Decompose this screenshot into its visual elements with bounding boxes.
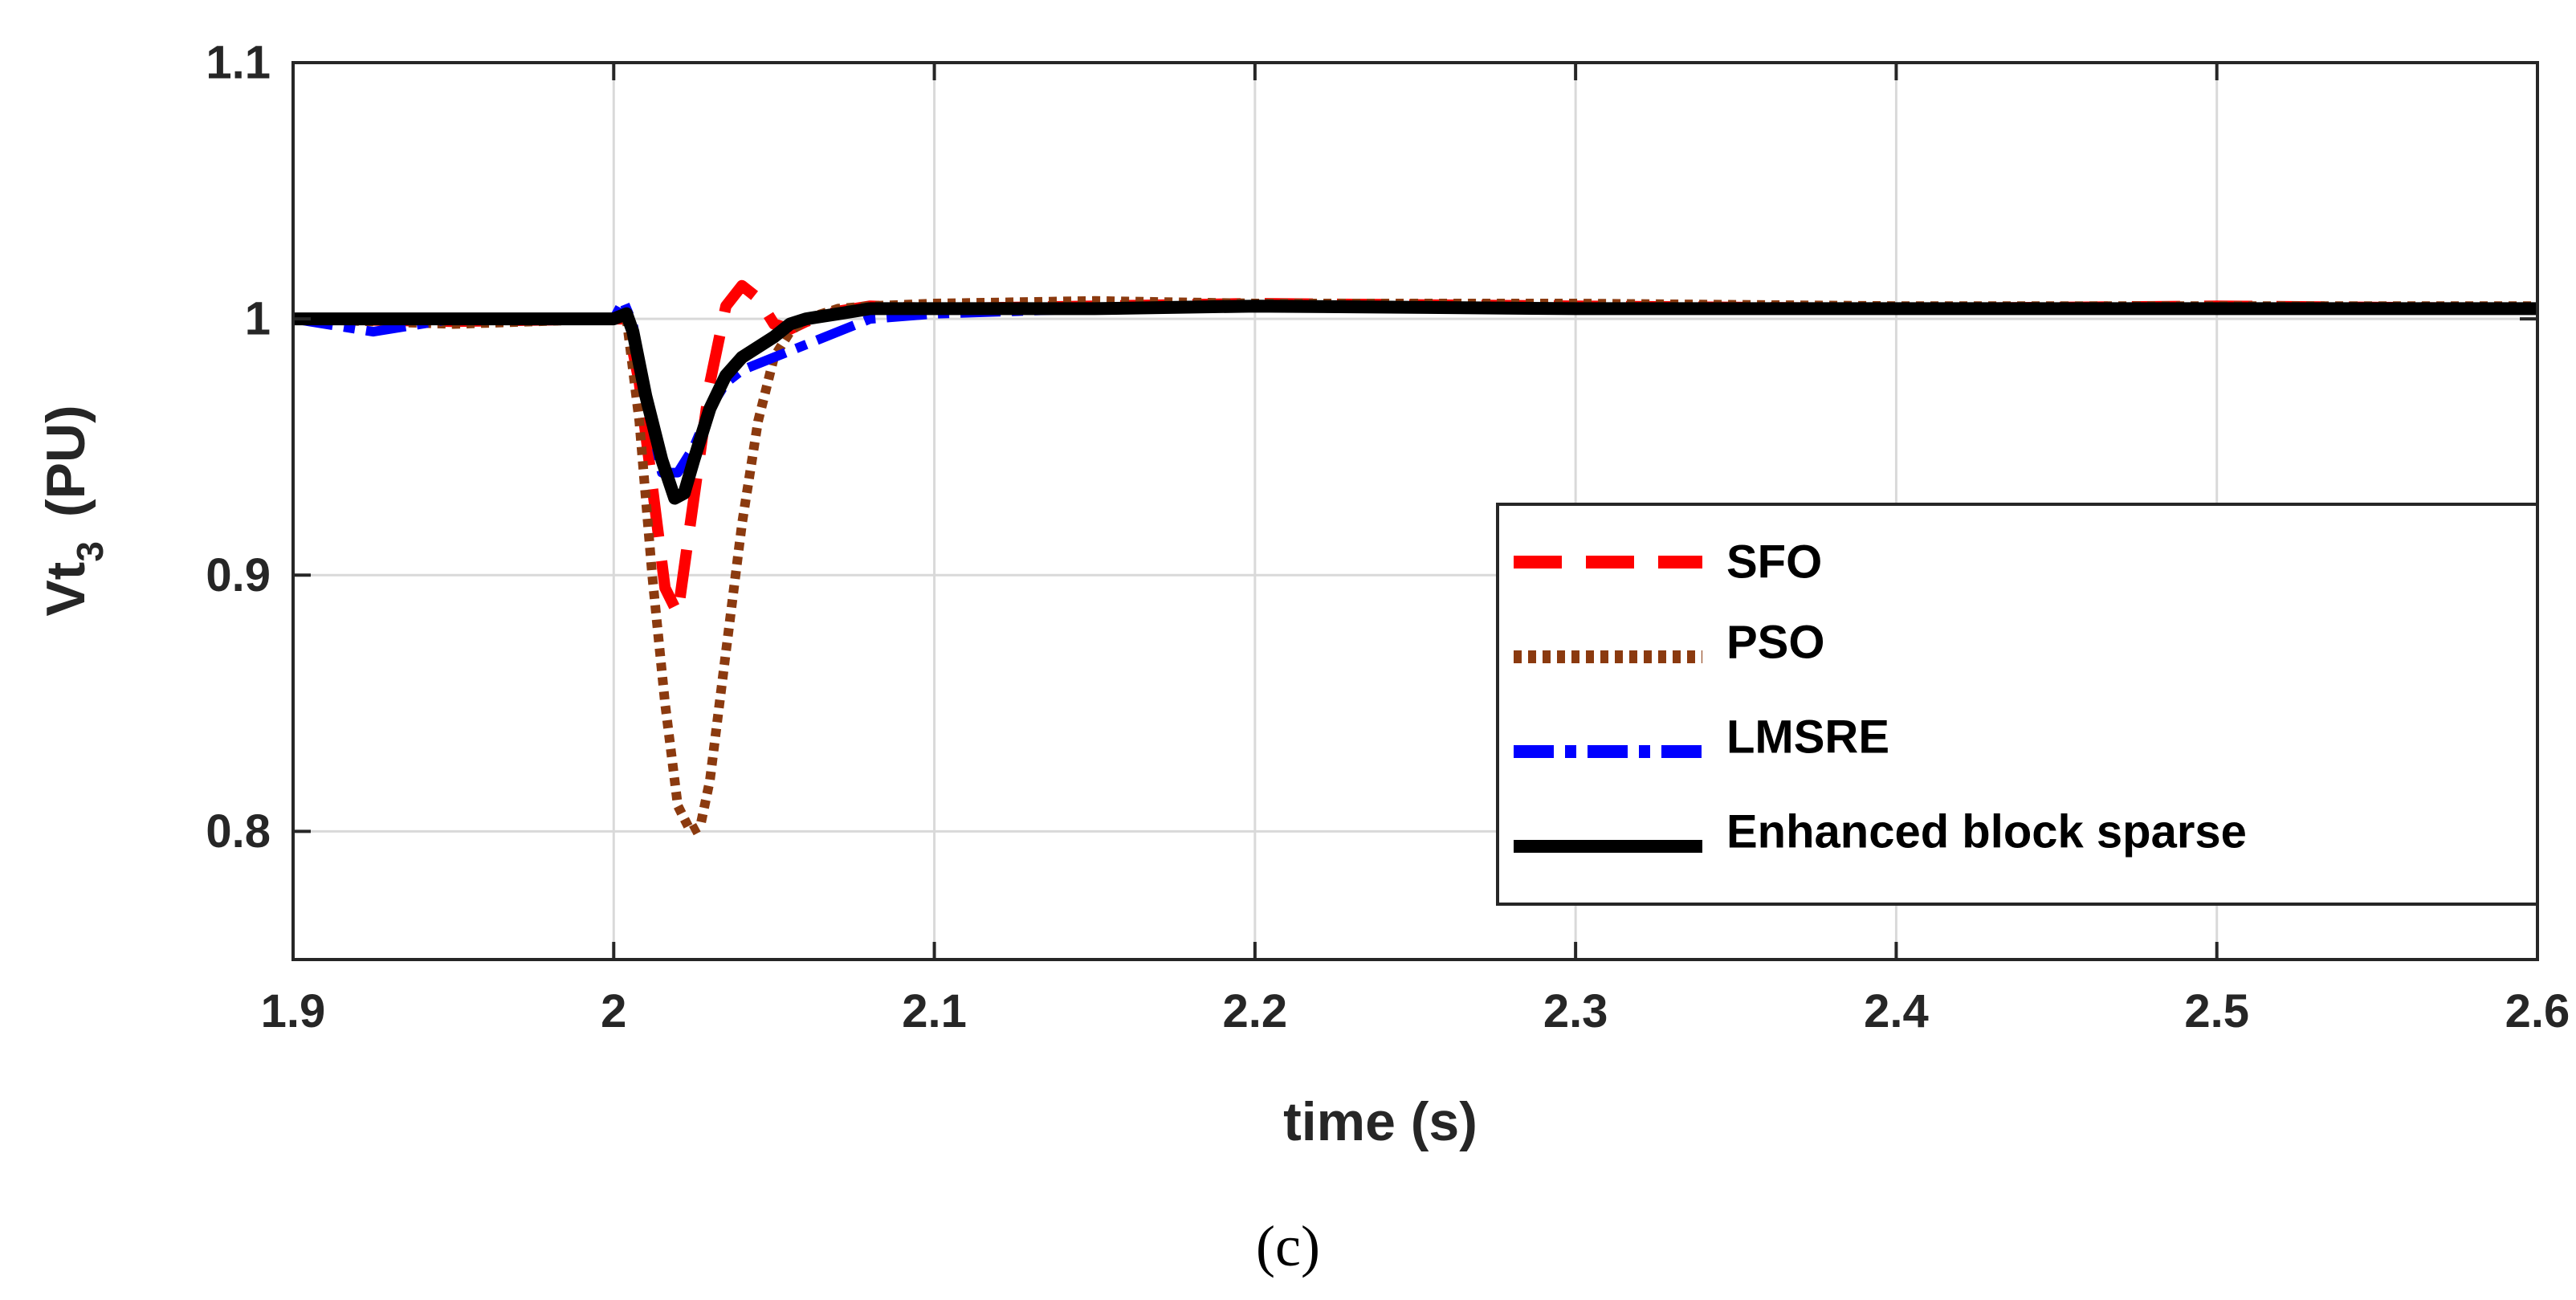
series-lines: [292, 279, 2538, 837]
legend-box: [1496, 503, 2539, 906]
y-axis-title-unit: (PU): [35, 405, 96, 517]
y-tick-label: 0.9: [206, 549, 271, 601]
y-tick-label: 0.8: [206, 805, 271, 858]
x-tick-label: 2.1: [902, 985, 967, 1037]
x-tick-label: 2: [601, 985, 626, 1037]
y-tick-label: 1.1: [206, 37, 271, 89]
x-tick-label: 2.3: [1543, 985, 1608, 1037]
y-tick-label: 1: [245, 293, 271, 345]
legend-label-pso: PSO: [1726, 617, 1825, 669]
x-tick-label: 2.4: [1864, 985, 1929, 1037]
figure-caption: (c): [1256, 1214, 1320, 1278]
svg-text:Vt3(PU): Vt3 (PU): [35, 405, 111, 616]
y-axis-title: Vt3 (PU): [35, 405, 111, 616]
y-axis-title-main: Vt: [35, 562, 96, 617]
x-tick-label: 2.2: [1223, 985, 1288, 1037]
x-tick-label: 2.5: [2184, 985, 2249, 1037]
y-axis-title-subscript: 3: [69, 541, 111, 562]
series-line-enhanced-block-sparse: [293, 300, 2537, 505]
x-tick-label: 1.9: [261, 985, 326, 1037]
x-tick-label: 2.6: [2505, 985, 2570, 1037]
x-axis-title: time (s): [1283, 1091, 1478, 1152]
legend-label-lmsre: LMSRE: [1726, 711, 1889, 764]
legend-label-sfo: SFO: [1726, 536, 1822, 589]
legend-label-enhanced-block-sparse: Enhanced block sparse: [1726, 806, 2247, 858]
legend: SFO PSO LMSRE Enhanced block sparse: [1496, 503, 2539, 906]
axis-ticks: 1.9 2 2.1 2.2 2.3 2.4 2.5 2.6 0.8 0.9 1 1.1: [206, 37, 2570, 1038]
